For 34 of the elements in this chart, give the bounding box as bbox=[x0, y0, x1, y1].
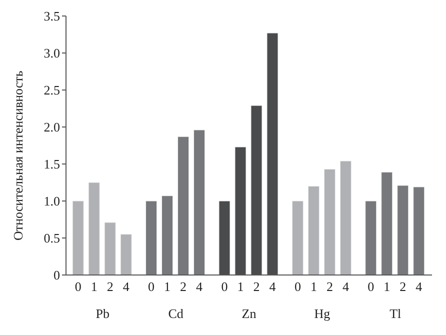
text: 0 bbox=[368, 279, 374, 294]
y-tick-label: 0 bbox=[54, 268, 60, 283]
text: 0 bbox=[148, 279, 155, 294]
text: 0 bbox=[294, 279, 301, 294]
text: 0 bbox=[221, 279, 228, 294]
y-tick-label: 2.5 bbox=[44, 82, 60, 98]
y-tick-label: 3.0 bbox=[44, 46, 60, 61]
text: 4 bbox=[269, 279, 276, 294]
x-tick-label: Zn bbox=[242, 306, 257, 322]
text: 4 bbox=[342, 279, 349, 294]
y-tick-label: 1.5 bbox=[44, 156, 60, 172]
text: 1 bbox=[237, 279, 244, 294]
text: 2 bbox=[253, 279, 260, 294]
text: 2 bbox=[180, 279, 187, 294]
y-tick-label: 1.0 bbox=[44, 194, 60, 209]
y-tick-label: 3.5 bbox=[44, 8, 60, 24]
text: 1 bbox=[310, 279, 317, 294]
x-tick-label: Tl bbox=[390, 306, 402, 322]
text: 4 bbox=[416, 279, 422, 294]
text: 2 bbox=[400, 279, 406, 294]
y-tick-label: 0.5 bbox=[44, 230, 60, 246]
series-label: 4 bbox=[122, 279, 130, 294]
x-tick-label: Hg bbox=[314, 306, 331, 322]
x-tick-label: Pb bbox=[96, 306, 110, 322]
y-tick-label: 2.0 bbox=[44, 120, 60, 135]
y-axis-title: Относительная интенсивность bbox=[10, 70, 26, 240]
text: 2 bbox=[326, 279, 333, 294]
text: 1 bbox=[384, 279, 390, 294]
series-label: 0 bbox=[74, 279, 82, 294]
series-label: 1 bbox=[90, 279, 98, 294]
series-label: 2 bbox=[106, 279, 114, 294]
text: 4 bbox=[196, 279, 203, 294]
x-tick-label: Cd bbox=[168, 306, 184, 322]
text: 1 bbox=[164, 279, 171, 294]
